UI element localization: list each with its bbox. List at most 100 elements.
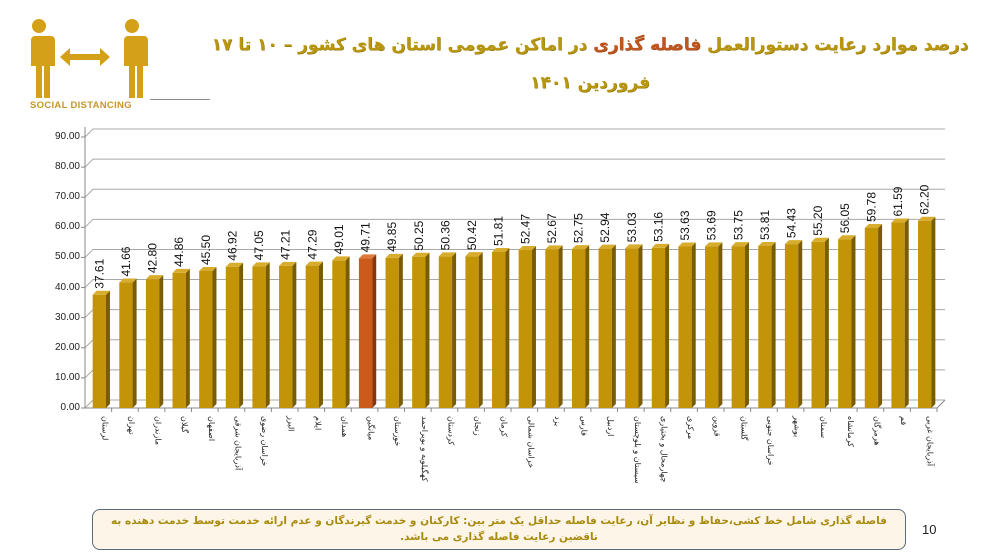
value-label: 53.63 xyxy=(678,210,692,240)
value-label: 51.81 xyxy=(492,216,506,246)
value-label: 52.94 xyxy=(598,212,612,242)
category-label: سیستان و بلوچستان xyxy=(633,416,642,484)
category-label: کردستان xyxy=(446,416,455,445)
bar xyxy=(598,244,616,408)
category-label: مرکزی xyxy=(686,416,695,439)
category-label: اصفهان xyxy=(207,416,216,441)
category-label: خراسان شمالی xyxy=(526,416,535,468)
value-label: 45.50 xyxy=(199,235,213,265)
category-label: چهارمحال و بختیاری xyxy=(659,416,668,482)
bar xyxy=(625,244,643,408)
category-label: سمنان xyxy=(819,416,828,438)
y-tick-label: 80.00 xyxy=(54,161,80,173)
category-label: کهگیلویه و بویراحمد xyxy=(420,416,430,482)
bar xyxy=(705,242,723,408)
bar xyxy=(412,252,430,408)
value-label: 41.66 xyxy=(119,246,133,276)
category-label: گلستان xyxy=(739,416,749,441)
logo-caption: SOCIAL DISTANCING xyxy=(30,100,132,111)
value-label: 42.80 xyxy=(146,243,160,273)
category-label: اردبیل xyxy=(606,416,615,436)
y-tick-label: 90.00 xyxy=(54,131,80,142)
value-label: 50.42 xyxy=(465,220,479,250)
value-label: 47.05 xyxy=(252,230,266,260)
value-label: 47.21 xyxy=(279,229,293,259)
bar xyxy=(811,237,829,408)
y-tick-label: 10.00 xyxy=(54,371,80,383)
y-tick-label: 30.00 xyxy=(54,311,80,323)
bar xyxy=(279,261,297,408)
title-part-1: درصد موارد رعایت دستورالعمل xyxy=(701,35,969,55)
category-label: لرستان xyxy=(100,416,109,440)
category-label: یزد xyxy=(553,416,562,426)
bar xyxy=(492,247,510,408)
category-label: قزوین xyxy=(713,416,722,437)
category-label: بوشهر xyxy=(793,415,802,437)
y-tick-label: 0.00 xyxy=(60,402,80,413)
title-highlight: فاصله گذاری xyxy=(593,35,702,55)
bar xyxy=(784,240,803,408)
category-label: میانگین xyxy=(367,416,377,440)
category-label: زنجان xyxy=(473,416,482,436)
value-label: 53.75 xyxy=(731,210,745,240)
category-label: گیلان xyxy=(180,416,190,433)
y-tick-label: 50.00 xyxy=(54,251,80,263)
value-label: 47.29 xyxy=(305,229,319,259)
category-label: خوزستان xyxy=(393,416,402,446)
y-tick-label: 70.00 xyxy=(54,191,80,203)
category-label: هرمزگان xyxy=(872,416,882,445)
bar xyxy=(92,290,110,408)
value-label: 37.61 xyxy=(92,258,106,288)
value-label: 52.47 xyxy=(518,214,532,244)
bar xyxy=(518,246,536,408)
category-label: کرمانشاه xyxy=(846,416,855,447)
bar xyxy=(252,262,270,408)
value-label: 54.43 xyxy=(785,208,799,238)
y-tick-label: 40.00 xyxy=(54,281,80,293)
bar xyxy=(172,268,190,408)
y-tick-label: 20.00 xyxy=(54,341,80,353)
bar xyxy=(545,245,563,408)
bar xyxy=(731,242,749,408)
category-label: همدان xyxy=(340,416,349,437)
chart-title: درصد موارد رعایت دستورالعمل فاصله گذاری … xyxy=(210,26,970,102)
note-text: فاصله گذاری شامل خط کشی،حفاظ و نظایر آن،… xyxy=(111,515,887,543)
bar xyxy=(385,253,403,408)
bar xyxy=(891,218,909,408)
bar xyxy=(678,242,696,408)
category-label: فارس xyxy=(580,416,589,436)
value-label: 55.20 xyxy=(811,205,825,235)
bar xyxy=(651,243,670,408)
bar xyxy=(571,245,590,408)
category-label: ایلام xyxy=(313,416,322,430)
value-label: 49.71 xyxy=(359,222,373,252)
bar xyxy=(225,262,244,408)
category-label: کرمان xyxy=(500,416,509,437)
bar xyxy=(145,275,164,408)
category-label: خراسان رضوی xyxy=(260,416,269,466)
bar xyxy=(199,266,217,408)
value-label: 52.75 xyxy=(572,213,586,243)
value-label: 50.25 xyxy=(412,220,426,250)
note-box: فاصله گذاری شامل خط کشی،حفاظ و نظایر آن،… xyxy=(92,509,906,550)
value-label: 49.85 xyxy=(385,222,399,252)
value-label: 46.92 xyxy=(225,230,239,260)
bar xyxy=(332,256,350,408)
value-label: 44.86 xyxy=(172,237,186,267)
value-label: 53.69 xyxy=(705,210,719,240)
category-label: قم xyxy=(899,416,908,425)
value-label: 62.20 xyxy=(918,184,932,214)
bar xyxy=(465,252,483,408)
category-label: تهران xyxy=(127,416,136,434)
value-label: 53.81 xyxy=(758,210,772,240)
bar xyxy=(758,241,776,408)
value-label: 59.78 xyxy=(864,192,878,222)
value-label: 50.36 xyxy=(438,220,452,250)
value-label: 49.01 xyxy=(332,224,346,254)
category-label: آذربایجان شرقی xyxy=(233,416,243,471)
y-tick-label: 60.00 xyxy=(54,221,80,233)
bar xyxy=(438,252,457,408)
bar xyxy=(358,254,377,408)
